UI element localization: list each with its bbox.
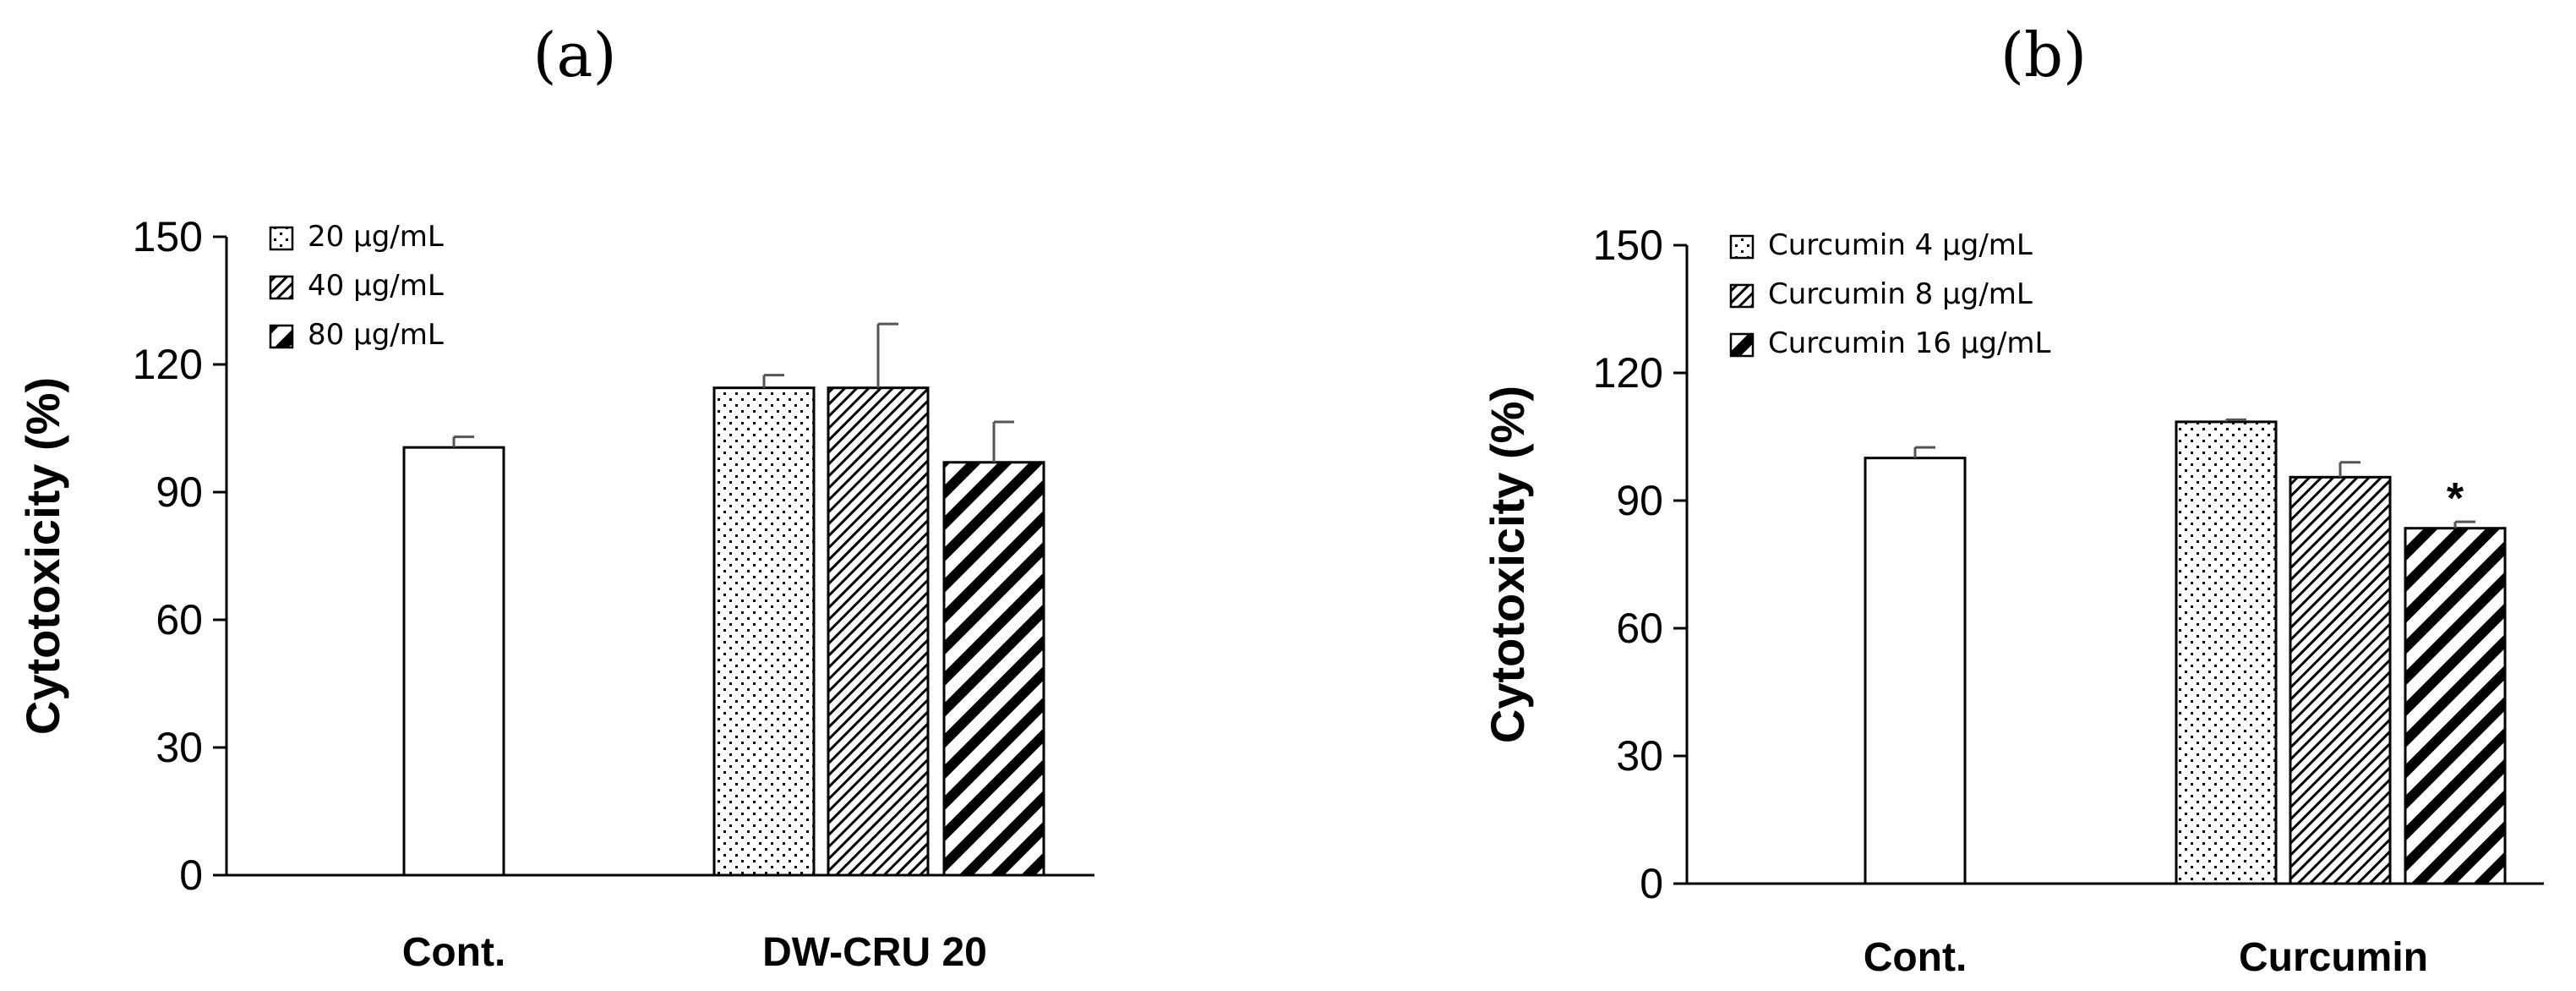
legend-entry: Curcumin 16 μg/mL — [1768, 326, 2051, 360]
y-tick-label: 0 — [179, 851, 203, 899]
y-tick-label: 30 — [1616, 732, 1663, 780]
y-axis-title: Cytotoxicity (%) — [1481, 386, 1534, 743]
legend-entry: 40 μg/mL — [308, 269, 444, 303]
y-tick-label: 150 — [1593, 222, 1663, 269]
legend-entry: 80 μg/mL — [308, 318, 444, 352]
bar — [1864, 457, 1967, 885]
bar — [2404, 527, 2507, 885]
legend-swatch — [1729, 234, 1755, 260]
y-tick-label: 0 — [1640, 860, 1663, 907]
legend-entry: 20 μg/mL — [308, 220, 444, 254]
bar — [2289, 475, 2392, 885]
bar — [827, 386, 930, 877]
legend-swatch — [269, 275, 294, 300]
legend-swatch — [269, 226, 294, 251]
x-category-label: Cont. — [1864, 935, 1967, 980]
bar — [402, 446, 505, 877]
y-tick-label: 30 — [156, 724, 203, 771]
legend-swatch — [1729, 332, 1755, 358]
x-category-label: DW-CRU 20 — [762, 930, 987, 975]
y-tick-label: 60 — [156, 596, 203, 643]
y-tick-label: 90 — [156, 468, 203, 516]
y-tick-label: 120 — [133, 341, 203, 388]
chart-panel-b: (b) Cytotoxicity (%) 0 30 60 90 120 150 Cont. Cur… — [1481, 19, 2544, 980]
y-tick-label: 150 — [133, 213, 203, 260]
chart-panel-a: (a) Cytotoxicity (%) 0 30 60 90 120 150 Cont. DW-… — [16, 19, 1094, 975]
y-tick-label: 90 — [1616, 477, 1663, 524]
bar — [942, 461, 1045, 877]
x-category-label: Cont. — [402, 930, 506, 975]
y-tick-label: 120 — [1593, 349, 1663, 397]
legend-entry: Curcumin 4 μg/mL — [1768, 228, 2033, 262]
significance-marker: * — [2447, 474, 2464, 523]
y-axis-title: Cytotoxicity (%) — [16, 377, 69, 735]
bar — [712, 386, 816, 877]
y-tick-label: 60 — [1616, 605, 1663, 652]
panel-label: (a) — [532, 19, 616, 90]
bar — [2175, 420, 2278, 885]
x-category-label: Curcumin — [2239, 935, 2428, 980]
panel-label: (b) — [2000, 19, 2087, 90]
legend-swatch — [269, 324, 294, 349]
legend-swatch — [1729, 283, 1755, 309]
legend-entry: Curcumin 8 μg/mL — [1768, 277, 2033, 311]
